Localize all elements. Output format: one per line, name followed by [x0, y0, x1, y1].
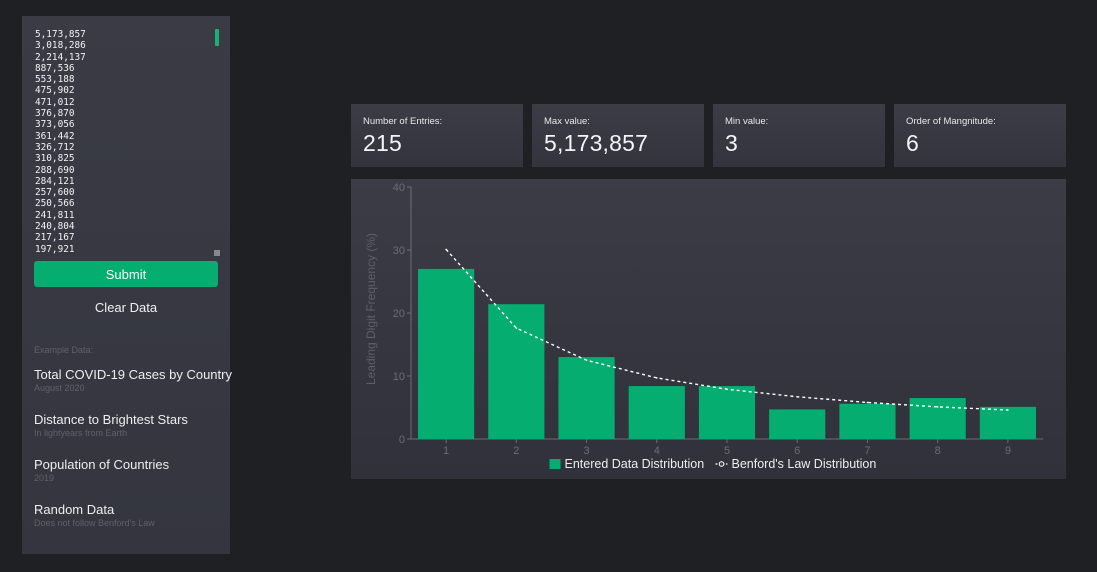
resize-grip-icon[interactable]: [214, 250, 220, 256]
y-tick-label: 40: [393, 182, 405, 194]
x-tick-label: 5: [724, 445, 730, 457]
data-line: 284,121: [35, 175, 75, 187]
data-line: 3,018,286: [35, 40, 86, 52]
chart-panel: 0 10 20 30 40 Leading Digit Frequency (%) 1 2 3 4…: [351, 179, 1066, 479]
benford-point-1: [445, 248, 447, 251]
data-line: 5,173,857: [35, 29, 86, 40]
legend-line-marker: [718, 461, 725, 467]
example-brightest-stars[interactable]: Distance to Brightest Stars In lightyear…: [34, 412, 224, 439]
example-subtitle: Does not follow Benford's Law: [34, 518, 155, 528]
x-tick-label: 3: [583, 445, 589, 457]
example-data-heading: Example Data:: [34, 345, 94, 355]
example-random-data[interactable]: Random Data Does not follow Benford's La…: [34, 502, 224, 529]
data-line: 240,804: [35, 221, 75, 233]
data-line: 217,167: [35, 232, 75, 244]
example-title: Distance to Brightest Stars: [34, 412, 188, 427]
benford-point-8: [936, 406, 939, 408]
bar-digit-8: [909, 398, 966, 439]
data-input-lines: 5,173,857 3,018,286 2,214,137 887,536 553,18…: [34, 26, 220, 255]
y-tick-label: 10: [393, 371, 405, 383]
legend-bar-swatch: [549, 459, 561, 469]
example-subtitle: 2019: [34, 473, 55, 483]
bar-digit-2: [488, 304, 545, 439]
x-tick-label: 6: [794, 445, 800, 457]
sidebar: 5,173,857 3,018,286 2,214,137 887,536 553,18…: [22, 16, 232, 554]
data-line: 250,566: [35, 198, 75, 210]
stat-value: 3: [725, 130, 738, 156]
stat-label: Max value:: [544, 116, 590, 127]
benford-point-7: [866, 401, 869, 404]
x-tick-label: 7: [864, 445, 870, 457]
data-line: 326,712: [35, 141, 75, 153]
x-tick-label: 8: [935, 445, 941, 457]
example-title: Random Data: [34, 502, 115, 517]
stat-card-magnitude: Order of Mangnitude: 6: [894, 104, 1066, 167]
benford-point-4: [655, 377, 658, 379]
data-line: 471,012: [35, 96, 75, 108]
bar-digit-5: [698, 386, 756, 439]
stat-label: Order of Mangnitude:: [906, 116, 996, 127]
x-tick-label: 2: [513, 445, 519, 457]
bar-digit-9: [979, 406, 1036, 439]
example-title: Population of Countries: [34, 457, 170, 472]
stat-label: Number of Entries:: [363, 116, 443, 127]
legend-line-label: Benford's Law Distribution: [732, 457, 877, 471]
y-tick-label: 0: [399, 434, 405, 446]
data-line: 310,825: [35, 153, 75, 165]
stat-label: Min value:: [725, 116, 769, 127]
clear-data-button[interactable]: Clear Data: [94, 300, 158, 315]
stat-value: 5,173,857: [544, 130, 649, 156]
legend-bar-label: Entered Data Distribution: [565, 457, 705, 471]
x-tick-label: 1: [443, 445, 449, 457]
data-line: 376,870: [35, 108, 75, 120]
benford-point-9: [1007, 409, 1009, 411]
data-line: 887,536: [35, 62, 75, 74]
x-tick-label: 9: [1005, 445, 1011, 457]
benford-point-6: [796, 395, 799, 398]
data-line: 373,056: [35, 119, 75, 131]
data-line: 553,188: [35, 74, 75, 86]
example-subtitle: In lightyears from Earth: [34, 428, 128, 438]
data-line: 361,442: [35, 130, 75, 142]
textarea-scrollbar[interactable]: [215, 29, 219, 46]
data-line: 2,214,137: [35, 51, 86, 63]
stat-card-max: Max value: 5,173,857: [532, 104, 704, 167]
bar-digit-4: [628, 386, 685, 439]
data-line: 241,811: [35, 209, 75, 221]
benford-point-3: [585, 359, 588, 362]
example-title: Total COVID-19 Cases by Country: [34, 367, 232, 382]
bar-digit-3: [558, 357, 615, 439]
bar-digit-6: [769, 409, 826, 439]
data-line: 288,690: [35, 164, 75, 176]
bar-digit-1: [418, 268, 475, 439]
x-tick-label: 4: [654, 445, 660, 457]
stat-card-min: Min value: 3: [713, 104, 885, 167]
data-line: 257,600: [35, 187, 75, 199]
benford-point-2: [515, 327, 518, 329]
data-line: 475,902: [35, 85, 75, 97]
y-tick-label: 30: [393, 245, 405, 257]
benford-point-5: [726, 388, 728, 391]
stat-value: 215: [363, 130, 402, 156]
example-subtitle: August 2020: [34, 383, 85, 393]
example-country-population[interactable]: Population of Countries 2019: [34, 457, 224, 484]
stat-value: 6: [906, 130, 919, 156]
benford-chart: 0 10 20 30 40 Leading Digit Frequency (%) 1 2 3 4…: [364, 182, 1043, 471]
data-input-textarea[interactable]: 5,173,857 3,018,286 2,214,137 887,536 553,18…: [34, 26, 220, 258]
y-tick-label: 20: [393, 308, 405, 320]
stat-card-entries: Number of Entries: 215: [351, 104, 523, 167]
data-line: 197,921: [35, 243, 75, 255]
submit-button[interactable]: Submit: [34, 261, 218, 287]
example-covid-cases[interactable]: Total COVID-19 Cases by Country August 2…: [34, 367, 232, 394]
bar-digit-7: [839, 403, 896, 439]
y-axis-title: Leading Digit Frequency (%): [364, 233, 378, 385]
